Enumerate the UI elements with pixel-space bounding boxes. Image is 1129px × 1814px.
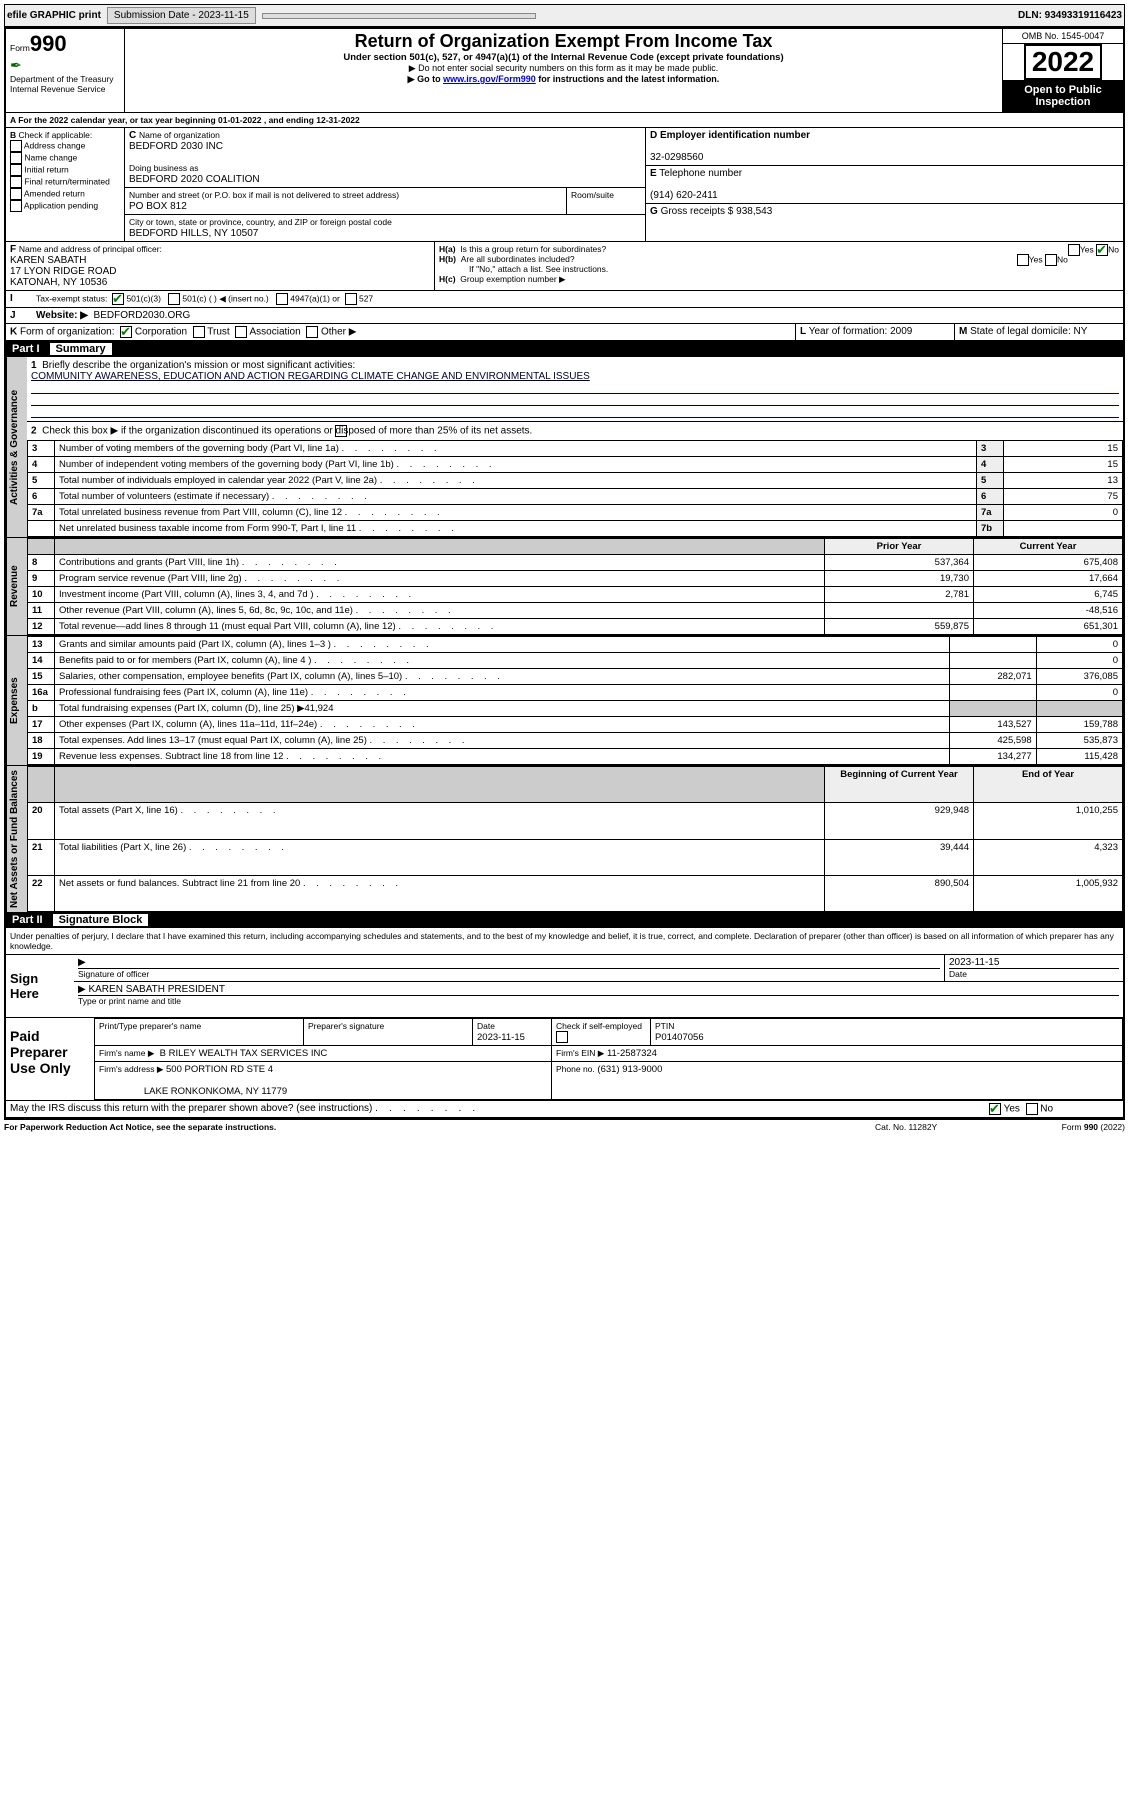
i-4947-checkbox[interactable]	[276, 293, 288, 305]
form-footer: Form 990 (2022)	[1015, 1122, 1125, 1132]
firm-phone: (631) 913-9000	[597, 1064, 662, 1075]
preparer-table: Print/Type preparer's name Preparer's si…	[94, 1018, 1123, 1100]
efile-label: efile GRAPHIC print	[7, 10, 101, 21]
section-f: F Name and address of principal officer:…	[6, 242, 435, 290]
type-name-label: Type or print name and title	[78, 995, 1119, 1006]
firm-ein: 11-2587324	[607, 1048, 657, 1059]
top-toolbar: efile GRAPHIC print Submission Date - 20…	[4, 4, 1125, 27]
form-note1: ▶ Do not enter social security numbers o…	[129, 63, 998, 74]
org-name: BEDFORD 2030 INC	[129, 141, 223, 152]
k-corp-checkbox[interactable]	[120, 326, 132, 338]
vlabel-netassets: Net Assets or Fund Balances	[6, 766, 27, 912]
room-suite: Room/suite	[567, 188, 645, 214]
self-employed-checkbox[interactable]	[556, 1031, 568, 1043]
i-501c-checkbox[interactable]	[168, 293, 180, 305]
ha-no-checkbox[interactable]	[1096, 244, 1108, 256]
k-trust-checkbox[interactable]	[193, 326, 205, 338]
line-a: A For the 2022 calendar year, or tax yea…	[6, 113, 364, 127]
hb-yes-checkbox[interactable]	[1017, 254, 1029, 266]
ptin: P01407056	[655, 1032, 704, 1043]
i-501c3-checkbox[interactable]	[112, 293, 124, 305]
jurat-text: Under penalties of perjury, I declare th…	[6, 928, 1123, 955]
ha-yes-checkbox[interactable]	[1068, 244, 1080, 256]
form-title: Return of Organization Exempt From Incom…	[129, 31, 998, 52]
street-address: PO BOX 812	[129, 201, 187, 212]
section-l: L Year of formation: 2009	[796, 324, 955, 340]
section-h: H(a) Is this a group return for subordin…	[435, 242, 1123, 290]
cat-no: Cat. No. 11282Y	[875, 1122, 1015, 1132]
part-ii-header: Part IISignature Block	[6, 912, 1123, 928]
officer-name-title: KAREN SABATH PRESIDENT	[88, 984, 225, 995]
form-prefix: Form	[10, 43, 30, 53]
expenses-table: 13Grants and similar amounts paid (Part …	[27, 636, 1123, 765]
form-note2: ▶ Go to www.irs.gov/Form990 for instruct…	[129, 74, 998, 85]
i-527-checkbox[interactable]	[345, 293, 357, 305]
website: BEDFORD2030.ORG	[94, 310, 191, 321]
date-label: Date	[949, 968, 1119, 979]
netassets-table: Beginning of Current YearEnd of Year20To…	[27, 766, 1123, 912]
q1-label: Briefly describe the organization's miss…	[42, 360, 355, 371]
sig-date: 2023-11-15	[949, 957, 999, 968]
part-i-header: Part ISummary	[6, 341, 1123, 357]
dba-name: BEDFORD 2020 COALITION	[129, 174, 260, 185]
tax-year: 2022	[1024, 44, 1102, 80]
paid-preparer-label: Paid Preparer Use Only	[6, 1018, 94, 1100]
q2-label: Check this box ▶ if the organization dis…	[42, 426, 532, 437]
dept-treasury: Department of the Treasury	[10, 74, 120, 84]
section-i: Tax-exempt status: 501(c)(3) 501(c) ( ) …	[32, 291, 377, 307]
sig-officer-label: Signature of officer	[78, 968, 940, 979]
b-option-checkbox[interactable]	[10, 200, 22, 212]
dln-label: DLN: 93493319116423	[1018, 10, 1122, 21]
section-c: C Name of organization BEDFORD 2030 INC …	[125, 128, 646, 241]
k-other-checkbox[interactable]	[306, 326, 318, 338]
vlabel-governance: Activities & Governance	[6, 357, 27, 537]
b-option-checkbox[interactable]	[10, 188, 22, 200]
section-m: M State of legal domicile: NY	[955, 324, 1123, 340]
b-option-checkbox[interactable]	[10, 152, 22, 164]
vlabel-revenue: Revenue	[6, 538, 27, 635]
feather-icon: ✒	[10, 57, 120, 74]
submission-date-button[interactable]: Submission Date - 2023-11-15	[107, 7, 256, 24]
section-k: K Form of organization: Corporation Trus…	[6, 324, 796, 340]
k-assoc-checkbox[interactable]	[235, 326, 247, 338]
ein: 32-0298560	[650, 152, 703, 163]
discuss-no-checkbox[interactable]	[1026, 1103, 1038, 1115]
section-b: B Check if applicable: Address change Na…	[6, 128, 125, 241]
form-outer: Form990 ✒ Department of the Treasury Int…	[4, 27, 1125, 1120]
omb-number: OMB No. 1545-0047	[1003, 29, 1123, 44]
gross-receipts: 938,543	[736, 206, 772, 217]
q2-checkbox[interactable]	[335, 425, 347, 437]
discuss-question: May the IRS discuss this return with the…	[6, 1101, 985, 1117]
b-option-checkbox[interactable]	[10, 164, 22, 176]
sign-here-label: Sign Here	[6, 955, 74, 1017]
form-subtitle: Under section 501(c), 527, or 4947(a)(1)…	[129, 52, 998, 63]
firm-addr1: 500 PORTION RD STE 4	[166, 1064, 273, 1075]
firm-name: B RILEY WEALTH TAX SERVICES INC	[160, 1048, 328, 1059]
vlabel-expenses: Expenses	[6, 636, 27, 765]
section-deg: D Employer identification number 32-0298…	[646, 128, 1123, 241]
blank-button[interactable]	[262, 13, 536, 19]
discuss-yes-checkbox[interactable]	[989, 1103, 1001, 1115]
section-j: Website: ▶ BEDFORD2030.ORG	[32, 308, 194, 323]
mission-text: COMMUNITY AWARENESS, EDUCATION AND ACTIO…	[31, 371, 590, 382]
irs-label: Internal Revenue Service	[10, 84, 120, 94]
firm-addr2: LAKE RONKONKOMA, NY 11779	[144, 1086, 287, 1097]
city-state-zip: BEDFORD HILLS, NY 10507	[129, 228, 258, 239]
governance-table: 3Number of voting members of the governi…	[27, 440, 1123, 537]
telephone: (914) 620-2411	[650, 190, 718, 201]
inspection-badge: Open to PublicInspection	[1003, 80, 1123, 112]
form-number: 990	[30, 31, 67, 56]
b-option-checkbox[interactable]	[10, 176, 22, 188]
b-option-checkbox[interactable]	[10, 140, 22, 152]
revenue-table: Prior YearCurrent Year8Contributions and…	[27, 538, 1123, 635]
hb-no-checkbox[interactable]	[1045, 254, 1057, 266]
irs-link[interactable]: www.irs.gov/Form990	[443, 74, 536, 84]
pra-notice: For Paperwork Reduction Act Notice, see …	[4, 1122, 875, 1132]
